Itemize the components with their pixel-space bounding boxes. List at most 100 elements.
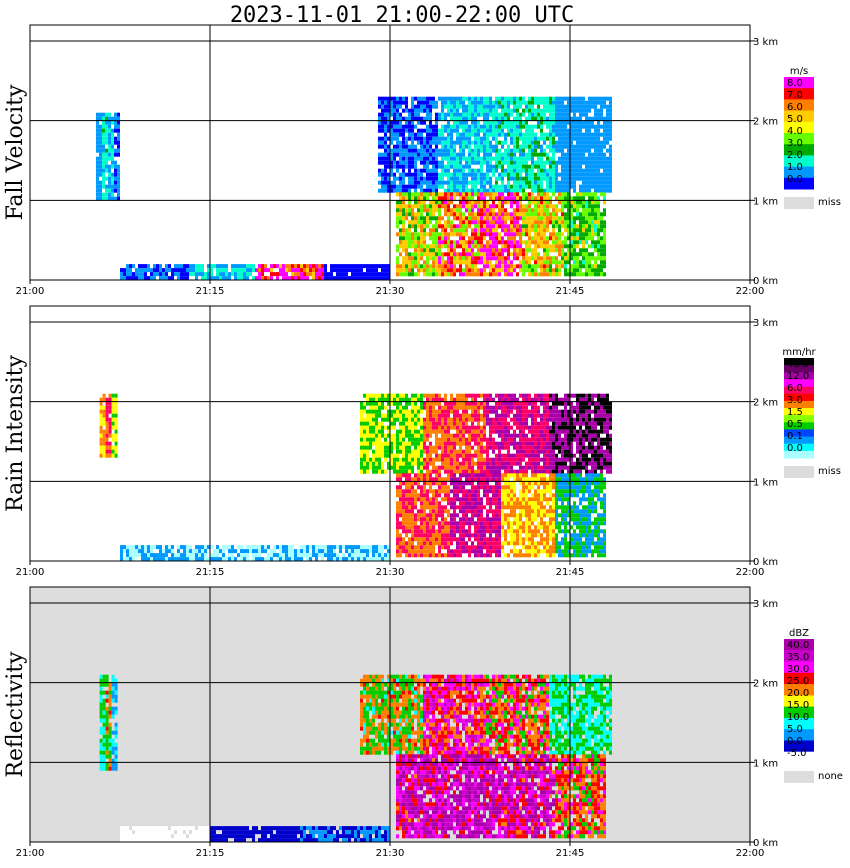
data-cell: [576, 148, 579, 153]
data-cell: [414, 136, 417, 141]
data-cell: [435, 124, 438, 129]
data-cell: [558, 132, 561, 137]
data-cell: [390, 124, 393, 129]
data-cell: [117, 172, 120, 177]
data-cell: [363, 457, 366, 462]
data-cell: [579, 397, 582, 402]
data-cell: [579, 469, 582, 474]
data-cell: [363, 433, 366, 438]
data-cell: [531, 140, 534, 145]
data-cell: [462, 465, 465, 470]
data-cell: [567, 120, 570, 125]
data-cell: [360, 268, 363, 273]
data-cell: [462, 128, 465, 133]
data-cell: [552, 112, 555, 117]
data-cell: [570, 413, 573, 418]
data-cell: [567, 224, 570, 229]
data-cell: [570, 244, 573, 249]
data-cell: [513, 417, 516, 422]
data-cell: [558, 108, 561, 113]
data-cell: [561, 264, 564, 269]
data-cell: [576, 120, 579, 125]
data-cell: [498, 192, 501, 197]
data-cell: [396, 120, 399, 125]
data-cell: [519, 268, 522, 273]
data-cell: [489, 128, 492, 133]
data-cell: [390, 397, 393, 402]
data-cell: [519, 260, 522, 265]
data-cell: [381, 401, 384, 406]
data-cell: [414, 192, 417, 197]
data-cell: [543, 421, 546, 426]
data-cell: [405, 260, 408, 265]
data-cell: [447, 216, 450, 221]
data-cell: [339, 264, 342, 269]
data-cell: [453, 196, 456, 201]
data-cell: [408, 465, 411, 470]
data-cell: [534, 140, 537, 145]
data-cell: [414, 248, 417, 253]
data-cell: [531, 417, 534, 422]
data-cell: [420, 152, 423, 157]
data-cell: [291, 276, 294, 281]
data-cell: [393, 433, 396, 438]
data-cell: [216, 272, 219, 277]
data-cell: [537, 112, 540, 117]
data-cell: [561, 441, 564, 446]
data-cell: [567, 200, 570, 205]
data-cell: [513, 405, 516, 410]
data-cell: [579, 200, 582, 205]
data-cell: [453, 449, 456, 454]
data-cell: [534, 172, 537, 177]
data-cell: [597, 152, 600, 157]
data-cell: [504, 224, 507, 229]
data-cell: [504, 465, 507, 470]
data-cell: [561, 429, 564, 434]
data-cell: [573, 228, 576, 233]
data-cell: [381, 393, 384, 398]
data-cell: [576, 417, 579, 422]
data-cell: [387, 264, 390, 269]
data-cell: [528, 393, 531, 398]
data-cell: [570, 417, 573, 422]
data-cell: [99, 180, 102, 185]
data-cell: [390, 461, 393, 466]
data-cell: [441, 160, 444, 165]
data-cell: [516, 116, 519, 121]
data-cell: [528, 401, 531, 406]
data-cell: [399, 160, 402, 165]
data-cell: [585, 405, 588, 410]
y-axis-label: Fall Velocity: [3, 84, 28, 220]
data-cell: [393, 421, 396, 426]
data-cell: [363, 401, 366, 406]
data-cell: [519, 401, 522, 406]
data-cell: [573, 96, 576, 101]
data-cell: [366, 397, 369, 402]
data-cell: [453, 433, 456, 438]
data-cell: [573, 469, 576, 474]
data-cell: [375, 457, 378, 462]
data-cell: [591, 192, 594, 197]
data-cell: [546, 220, 549, 225]
data-cell: [114, 112, 117, 117]
data-cell: [528, 465, 531, 470]
data-cell: [315, 272, 318, 277]
data-cell: [600, 184, 603, 189]
data-cell: [552, 136, 555, 141]
data-cell: [426, 208, 429, 213]
data-cell: [519, 425, 522, 430]
data-cell: [510, 228, 513, 233]
data-cell: [528, 224, 531, 229]
data-cell: [564, 421, 567, 426]
data-cell: [567, 465, 570, 470]
data-cell: [570, 228, 573, 233]
data-cell: [399, 272, 402, 277]
data-cell: [366, 425, 369, 430]
data-cell: [456, 212, 459, 217]
data-cell: [546, 268, 549, 273]
data-cell: [444, 236, 447, 241]
data-cell: [543, 252, 546, 257]
data-cell: [588, 176, 591, 181]
data-cell: [417, 397, 420, 402]
data-cell: [600, 216, 603, 221]
